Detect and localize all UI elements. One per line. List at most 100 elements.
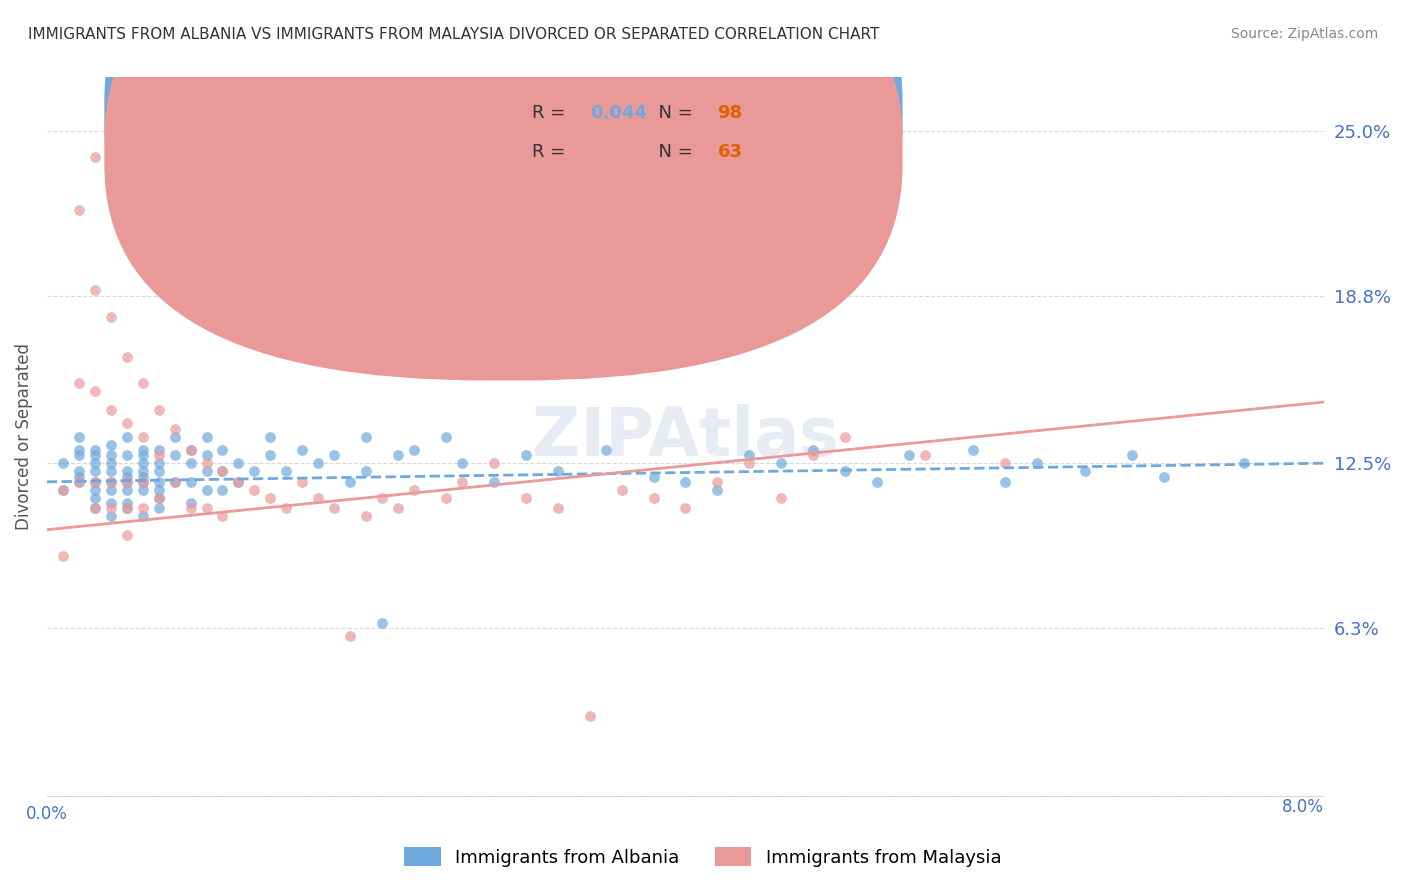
- Point: [180, 442, 202, 457]
- Point: [180, 475, 202, 489]
- Point: [801, 442, 824, 457]
- Point: [67, 464, 90, 478]
- Point: [163, 475, 186, 489]
- Point: [195, 501, 218, 516]
- Point: [131, 475, 153, 489]
- Point: [228, 475, 250, 489]
- Point: [434, 491, 457, 505]
- Point: [259, 429, 281, 443]
- Point: [354, 429, 377, 443]
- Point: [83, 501, 105, 516]
- Point: [148, 501, 170, 516]
- Point: [131, 469, 153, 483]
- Point: [163, 429, 186, 443]
- Point: [148, 491, 170, 505]
- Point: [115, 469, 138, 483]
- Point: [83, 475, 105, 489]
- Point: [243, 483, 266, 497]
- Point: [371, 491, 394, 505]
- Point: [801, 448, 824, 462]
- Point: [131, 464, 153, 478]
- Point: [738, 448, 761, 462]
- Text: Source: ZipAtlas.com: Source: ZipAtlas.com: [1230, 27, 1378, 41]
- Point: [100, 501, 122, 516]
- Point: [100, 464, 122, 478]
- Point: [643, 469, 665, 483]
- Point: [323, 448, 346, 462]
- Point: [100, 310, 122, 324]
- Point: [387, 501, 409, 516]
- Point: [339, 475, 361, 489]
- Point: [434, 429, 457, 443]
- Point: [195, 448, 218, 462]
- Point: [994, 475, 1017, 489]
- Point: [595, 442, 617, 457]
- Point: [962, 442, 984, 457]
- Point: [148, 448, 170, 462]
- Point: [547, 501, 569, 516]
- Point: [83, 475, 105, 489]
- Point: [180, 456, 202, 470]
- Text: N =: N =: [647, 103, 699, 122]
- Y-axis label: Divorced or Separated: Divorced or Separated: [15, 343, 32, 530]
- Point: [83, 384, 105, 399]
- Point: [83, 501, 105, 516]
- Text: 98: 98: [717, 103, 742, 122]
- Point: [131, 509, 153, 524]
- Point: [770, 491, 793, 505]
- Point: [834, 429, 856, 443]
- Point: [706, 475, 728, 489]
- Point: [291, 475, 314, 489]
- Point: [131, 475, 153, 489]
- Point: [211, 509, 233, 524]
- Point: [1153, 469, 1175, 483]
- Point: [354, 509, 377, 524]
- FancyBboxPatch shape: [104, 0, 903, 381]
- Point: [148, 403, 170, 417]
- Point: [131, 429, 153, 443]
- Point: [180, 496, 202, 510]
- Point: [578, 709, 600, 723]
- Point: [67, 448, 90, 462]
- Point: [307, 456, 329, 470]
- Text: 8.0%: 8.0%: [1282, 797, 1324, 815]
- Point: [100, 496, 122, 510]
- Point: [83, 442, 105, 457]
- Point: [163, 448, 186, 462]
- Point: [259, 491, 281, 505]
- Point: [115, 417, 138, 431]
- Point: [515, 491, 537, 505]
- Point: [339, 629, 361, 643]
- Point: [100, 437, 122, 451]
- Point: [148, 483, 170, 497]
- Point: [387, 448, 409, 462]
- Point: [675, 475, 697, 489]
- Point: [866, 475, 889, 489]
- Point: [243, 464, 266, 478]
- Point: [131, 448, 153, 462]
- Point: [515, 448, 537, 462]
- Point: [115, 501, 138, 516]
- Point: [738, 456, 761, 470]
- Point: [67, 376, 90, 391]
- Point: [67, 203, 90, 218]
- Point: [148, 442, 170, 457]
- Point: [131, 442, 153, 457]
- FancyBboxPatch shape: [456, 85, 839, 186]
- Text: ZIPAtlas: ZIPAtlas: [531, 403, 839, 469]
- Point: [67, 44, 90, 58]
- Point: [115, 350, 138, 364]
- Text: IMMIGRANTS FROM ALBANIA VS IMMIGRANTS FROM MALAYSIA DIVORCED OR SEPARATED CORREL: IMMIGRANTS FROM ALBANIA VS IMMIGRANTS FR…: [28, 27, 880, 42]
- Point: [228, 456, 250, 470]
- Point: [914, 448, 936, 462]
- Point: [547, 464, 569, 478]
- Point: [115, 475, 138, 489]
- Point: [994, 456, 1017, 470]
- Point: [482, 456, 505, 470]
- Point: [276, 501, 298, 516]
- Text: R =: R =: [533, 143, 571, 161]
- Point: [451, 475, 474, 489]
- Point: [180, 501, 202, 516]
- Point: [115, 528, 138, 542]
- Point: [834, 464, 856, 478]
